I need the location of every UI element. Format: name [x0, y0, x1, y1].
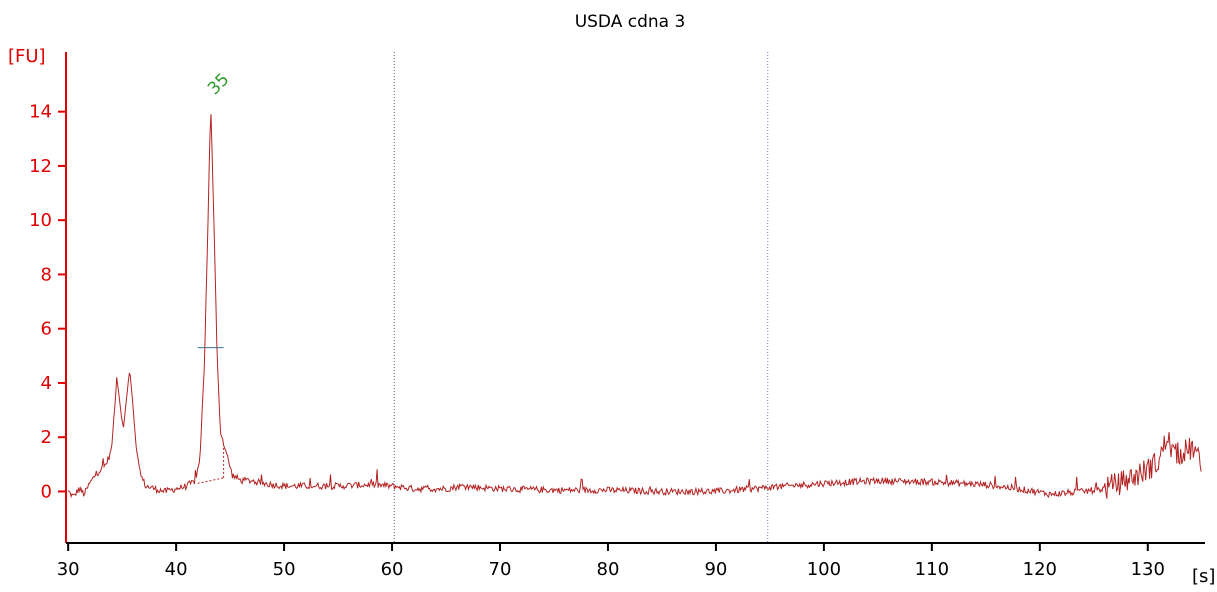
y-tick-label: 2 [41, 427, 52, 448]
x-tick-label: 90 [704, 559, 727, 580]
peak-label: 35 [204, 70, 233, 99]
peak-baseline [197, 477, 224, 484]
x-tick-label: 130 [1131, 559, 1165, 580]
vertical-markers [393, 52, 769, 543]
x-axis-label: [s] [1192, 566, 1215, 587]
x-tick-label: 40 [165, 559, 188, 580]
y-axis-label: [FU] [8, 46, 46, 67]
x-tick-label: 70 [489, 559, 512, 580]
y-tick-label: 12 [29, 156, 52, 177]
x-tick-label: 100 [807, 559, 841, 580]
x-tick-label: 80 [597, 559, 620, 580]
x-tick-label: 60 [381, 559, 404, 580]
chart-title: USDA cdna 3 [575, 12, 686, 32]
y-tick-label: 10 [29, 210, 52, 231]
x-ticks: 30 40 50 60 70 80 90 100 110 120 130 [57, 543, 1165, 580]
y-ticks: 0 2 4 6 8 10 12 14 [29, 102, 66, 502]
x-tick-label: 30 [57, 559, 80, 580]
y-tick-label: 8 [41, 264, 52, 285]
x-tick-label: 120 [1023, 559, 1057, 580]
y-tick-label: 6 [41, 319, 52, 340]
x-tick-label: 110 [915, 559, 949, 580]
trace-line [67, 114, 1202, 499]
x-tick-label: 50 [273, 559, 296, 580]
y-tick-label: 0 [41, 481, 52, 502]
trace-layer [67, 114, 1202, 499]
y-tick-label: 14 [29, 102, 52, 123]
y-tick-label: 4 [41, 373, 52, 394]
